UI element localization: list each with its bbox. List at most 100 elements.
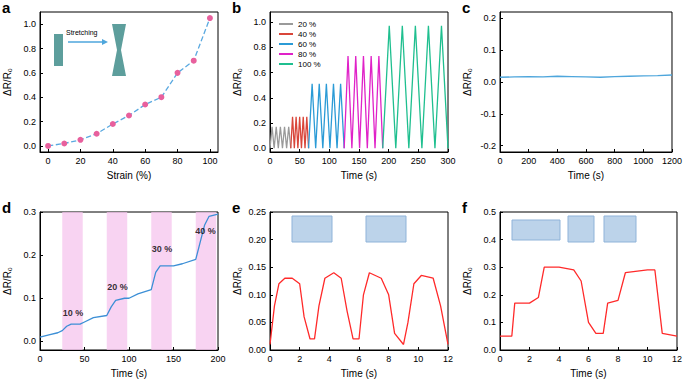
svg-text:a: a (2, 0, 11, 16)
svg-text:0: 0 (37, 354, 42, 364)
svg-text:0.00: 0.00 (248, 345, 266, 355)
svg-text:250: 250 (411, 156, 426, 166)
svg-text:4: 4 (327, 354, 332, 364)
svg-text:Time (s): Time (s) (568, 170, 604, 181)
svg-text:20 %: 20 % (298, 20, 316, 29)
svg-text:0.8: 0.8 (253, 42, 266, 52)
svg-text:100: 100 (202, 156, 217, 166)
svg-text:0.10: 0.10 (248, 290, 266, 300)
svg-text:2: 2 (297, 354, 302, 364)
svg-text:200: 200 (210, 354, 225, 364)
svg-text:50: 50 (295, 156, 305, 166)
svg-text:0.4: 0.4 (483, 235, 496, 245)
svg-text:100: 100 (121, 354, 136, 364)
svg-text:0.05: 0.05 (248, 317, 266, 327)
svg-text:0.1: 0.1 (23, 293, 36, 303)
svg-text:0.1: 0.1 (483, 317, 496, 327)
svg-text:ΔR/R₀: ΔR/R₀ (462, 68, 473, 96)
svg-text:10 %: 10 % (63, 308, 84, 318)
svg-text:1200: 1200 (662, 156, 682, 166)
svg-text:2: 2 (527, 354, 532, 364)
svg-text:0: 0 (267, 354, 272, 364)
svg-text:Time (s): Time (s) (111, 368, 147, 379)
svg-text:150: 150 (166, 354, 181, 364)
svg-text:10: 10 (413, 354, 423, 364)
svg-text:0: 0 (46, 156, 51, 166)
svg-text:40 %: 40 % (298, 30, 316, 39)
svg-text:200: 200 (381, 156, 396, 166)
svg-text:6: 6 (356, 354, 361, 364)
svg-text:ΔR/R₀: ΔR/R₀ (462, 267, 473, 295)
svg-text:1.0: 1.0 (253, 17, 266, 27)
svg-text:6: 6 (586, 354, 591, 364)
svg-text:0.25: 0.25 (248, 207, 266, 217)
svg-text:0.4: 0.4 (253, 93, 266, 103)
svg-text:20: 20 (75, 156, 85, 166)
svg-text:150: 150 (351, 156, 366, 166)
svg-text:60 %: 60 % (298, 40, 316, 49)
svg-text:1000: 1000 (633, 156, 653, 166)
svg-text:0.3: 0.3 (483, 262, 496, 272)
svg-text:12: 12 (443, 354, 453, 364)
svg-text:e: e (232, 199, 240, 216)
svg-text:Time (s): Time (s) (570, 368, 606, 379)
svg-text:400: 400 (550, 156, 565, 166)
svg-text:0.6: 0.6 (23, 68, 36, 78)
svg-text:100 %: 100 % (298, 60, 321, 69)
svg-text:Stretching: Stretching (66, 29, 98, 37)
svg-text:0.0: 0.0 (253, 143, 266, 153)
svg-text:200: 200 (521, 156, 536, 166)
svg-text:300: 300 (440, 156, 455, 166)
svg-text:ΔR/R₀: ΔR/R₀ (232, 267, 243, 295)
svg-text:Time (s): Time (s) (341, 368, 377, 379)
svg-text:0.6: 0.6 (253, 68, 266, 78)
svg-text:0.5: 0.5 (483, 207, 496, 217)
svg-text:0.0: 0.0 (23, 336, 36, 346)
svg-text:1.0: 1.0 (23, 19, 36, 29)
svg-text:Strain (%): Strain (%) (107, 170, 151, 181)
svg-text:10: 10 (642, 354, 652, 364)
svg-text:0: 0 (497, 156, 502, 166)
svg-text:0: 0 (497, 354, 502, 364)
svg-text:0.2: 0.2 (483, 13, 496, 23)
svg-text:-0.1: -0.1 (480, 109, 496, 119)
svg-text:-0.2: -0.2 (480, 141, 496, 151)
svg-text:0: 0 (267, 156, 272, 166)
svg-text:100: 100 (322, 156, 337, 166)
svg-text:Time (s): Time (s) (341, 170, 377, 181)
svg-text:0.2: 0.2 (483, 290, 496, 300)
svg-text:40: 40 (108, 156, 118, 166)
svg-text:30 %: 30 % (152, 244, 173, 254)
svg-text:12: 12 (672, 354, 682, 364)
svg-text:0.8: 0.8 (23, 44, 36, 54)
svg-text:d: d (2, 199, 11, 216)
svg-text:0.2: 0.2 (253, 118, 266, 128)
svg-text:0.3: 0.3 (23, 207, 36, 217)
svg-text:40 %: 40 % (195, 226, 216, 236)
svg-text:ΔR/R₀: ΔR/R₀ (232, 68, 243, 96)
svg-text:0.0: 0.0 (23, 141, 36, 151)
svg-text:0.15: 0.15 (248, 262, 266, 272)
svg-text:0.1: 0.1 (483, 45, 496, 55)
svg-text:ΔR/R₀: ΔR/R₀ (2, 68, 13, 96)
svg-text:60: 60 (140, 156, 150, 166)
svg-text:ΔR/R₀: ΔR/R₀ (2, 267, 13, 295)
svg-text:8: 8 (386, 354, 391, 364)
svg-text:800: 800 (607, 156, 622, 166)
svg-text:8: 8 (615, 354, 620, 364)
svg-text:50: 50 (79, 354, 89, 364)
svg-text:0.2: 0.2 (23, 250, 36, 260)
svg-text:80 %: 80 % (298, 50, 316, 59)
svg-text:600: 600 (578, 156, 593, 166)
svg-text:0.4: 0.4 (23, 92, 36, 102)
svg-text:0.0: 0.0 (483, 77, 496, 87)
svg-text:4: 4 (556, 354, 561, 364)
svg-text:0.20: 0.20 (248, 235, 266, 245)
svg-text:0.2: 0.2 (23, 117, 36, 127)
svg-text:80: 80 (173, 156, 183, 166)
svg-text:0.0: 0.0 (483, 345, 496, 355)
svg-text:b: b (232, 0, 241, 16)
svg-text:c: c (462, 0, 470, 16)
svg-text:f: f (462, 199, 468, 216)
svg-text:20 %: 20 % (107, 282, 128, 292)
